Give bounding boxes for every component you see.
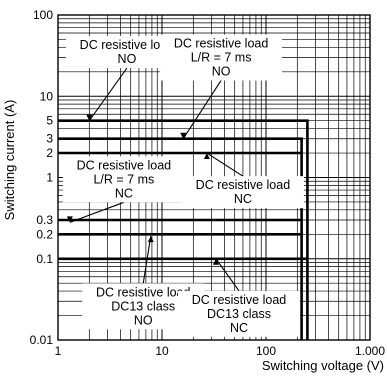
y-tick-label: 10 [40, 89, 54, 103]
annotation-arrowhead-1 [86, 114, 93, 121]
annotation-leader-1 [88, 67, 128, 122]
x-tick-label: 1.000 [355, 344, 385, 358]
y-tick-label: 0.3 [36, 213, 53, 227]
y-tick-label: 0.2 [36, 227, 53, 241]
annotation-leader-2 [182, 80, 222, 140]
annotation-text: NO [212, 64, 231, 78]
annotation-text: NC [234, 192, 252, 206]
annotation-text: DC resistive load [77, 158, 172, 172]
annotation-text: NC [230, 321, 248, 335]
x-tick-label: 100 [256, 344, 276, 358]
annotation-arrowhead-2 [180, 132, 187, 139]
x-axis-label: Switching voltage (V) [262, 358, 384, 373]
annotation-text: DC resistive load [196, 178, 291, 192]
y-tick-label: 100 [33, 8, 53, 22]
annotation-leader-4 [206, 152, 244, 177]
annotation-text: NO [118, 52, 137, 66]
annotation-text: NO [134, 313, 153, 327]
plot-frame [57, 14, 371, 341]
annotation-box-6 [177, 290, 300, 337]
annotation-arrowhead-5 [147, 236, 154, 243]
annotation-box-4 [181, 176, 304, 209]
x-tick-label: 1 [55, 344, 62, 358]
plot-border [57, 14, 371, 341]
series-layer [58, 119, 309, 340]
y-tick-label: 1 [46, 171, 53, 185]
annotation-text: L/R = 7 ms [93, 172, 154, 186]
y-tick-label: 5 [46, 114, 53, 128]
annotation-leader-3 [69, 201, 125, 223]
annotation-leader-5 [142, 236, 152, 284]
x-tick-label: 10 [155, 344, 169, 358]
tick-labels: 1 10 100 1.000 0.01 0.1 0.20.3 1 23 5 10 100 [30, 8, 386, 358]
annotation-text: DC13 class [111, 299, 175, 313]
y-axis-label: Switching current (A) [2, 100, 17, 221]
annotation-arrowhead-3 [66, 216, 73, 223]
y-tick-label: 3 [46, 132, 53, 146]
annotation-text: L/R = 7 ms [191, 50, 252, 64]
y-tick-label: 0.1 [36, 252, 53, 266]
series-line-2 [58, 137, 303, 340]
annotation-box-3 [62, 156, 185, 203]
annotation-text: DC resistive load [80, 38, 175, 52]
annotation-arrowhead-6 [212, 258, 219, 265]
annotation-box-2 [160, 34, 283, 81]
annotation-text: DC resistive load [96, 285, 191, 299]
annotation-text: NC [115, 186, 133, 200]
y-tick-label: 2 [46, 146, 53, 160]
series-line-1 [58, 119, 309, 340]
annotation-text: DC resistive load [192, 293, 287, 307]
annotation-arrowhead-4 [203, 153, 210, 160]
annotation-leader-6 [215, 258, 240, 292]
annotation-text: DC resistive load [174, 36, 269, 50]
annotation-text: DC13 class [207, 307, 271, 321]
y-tick-label: 0.01 [30, 333, 54, 347]
